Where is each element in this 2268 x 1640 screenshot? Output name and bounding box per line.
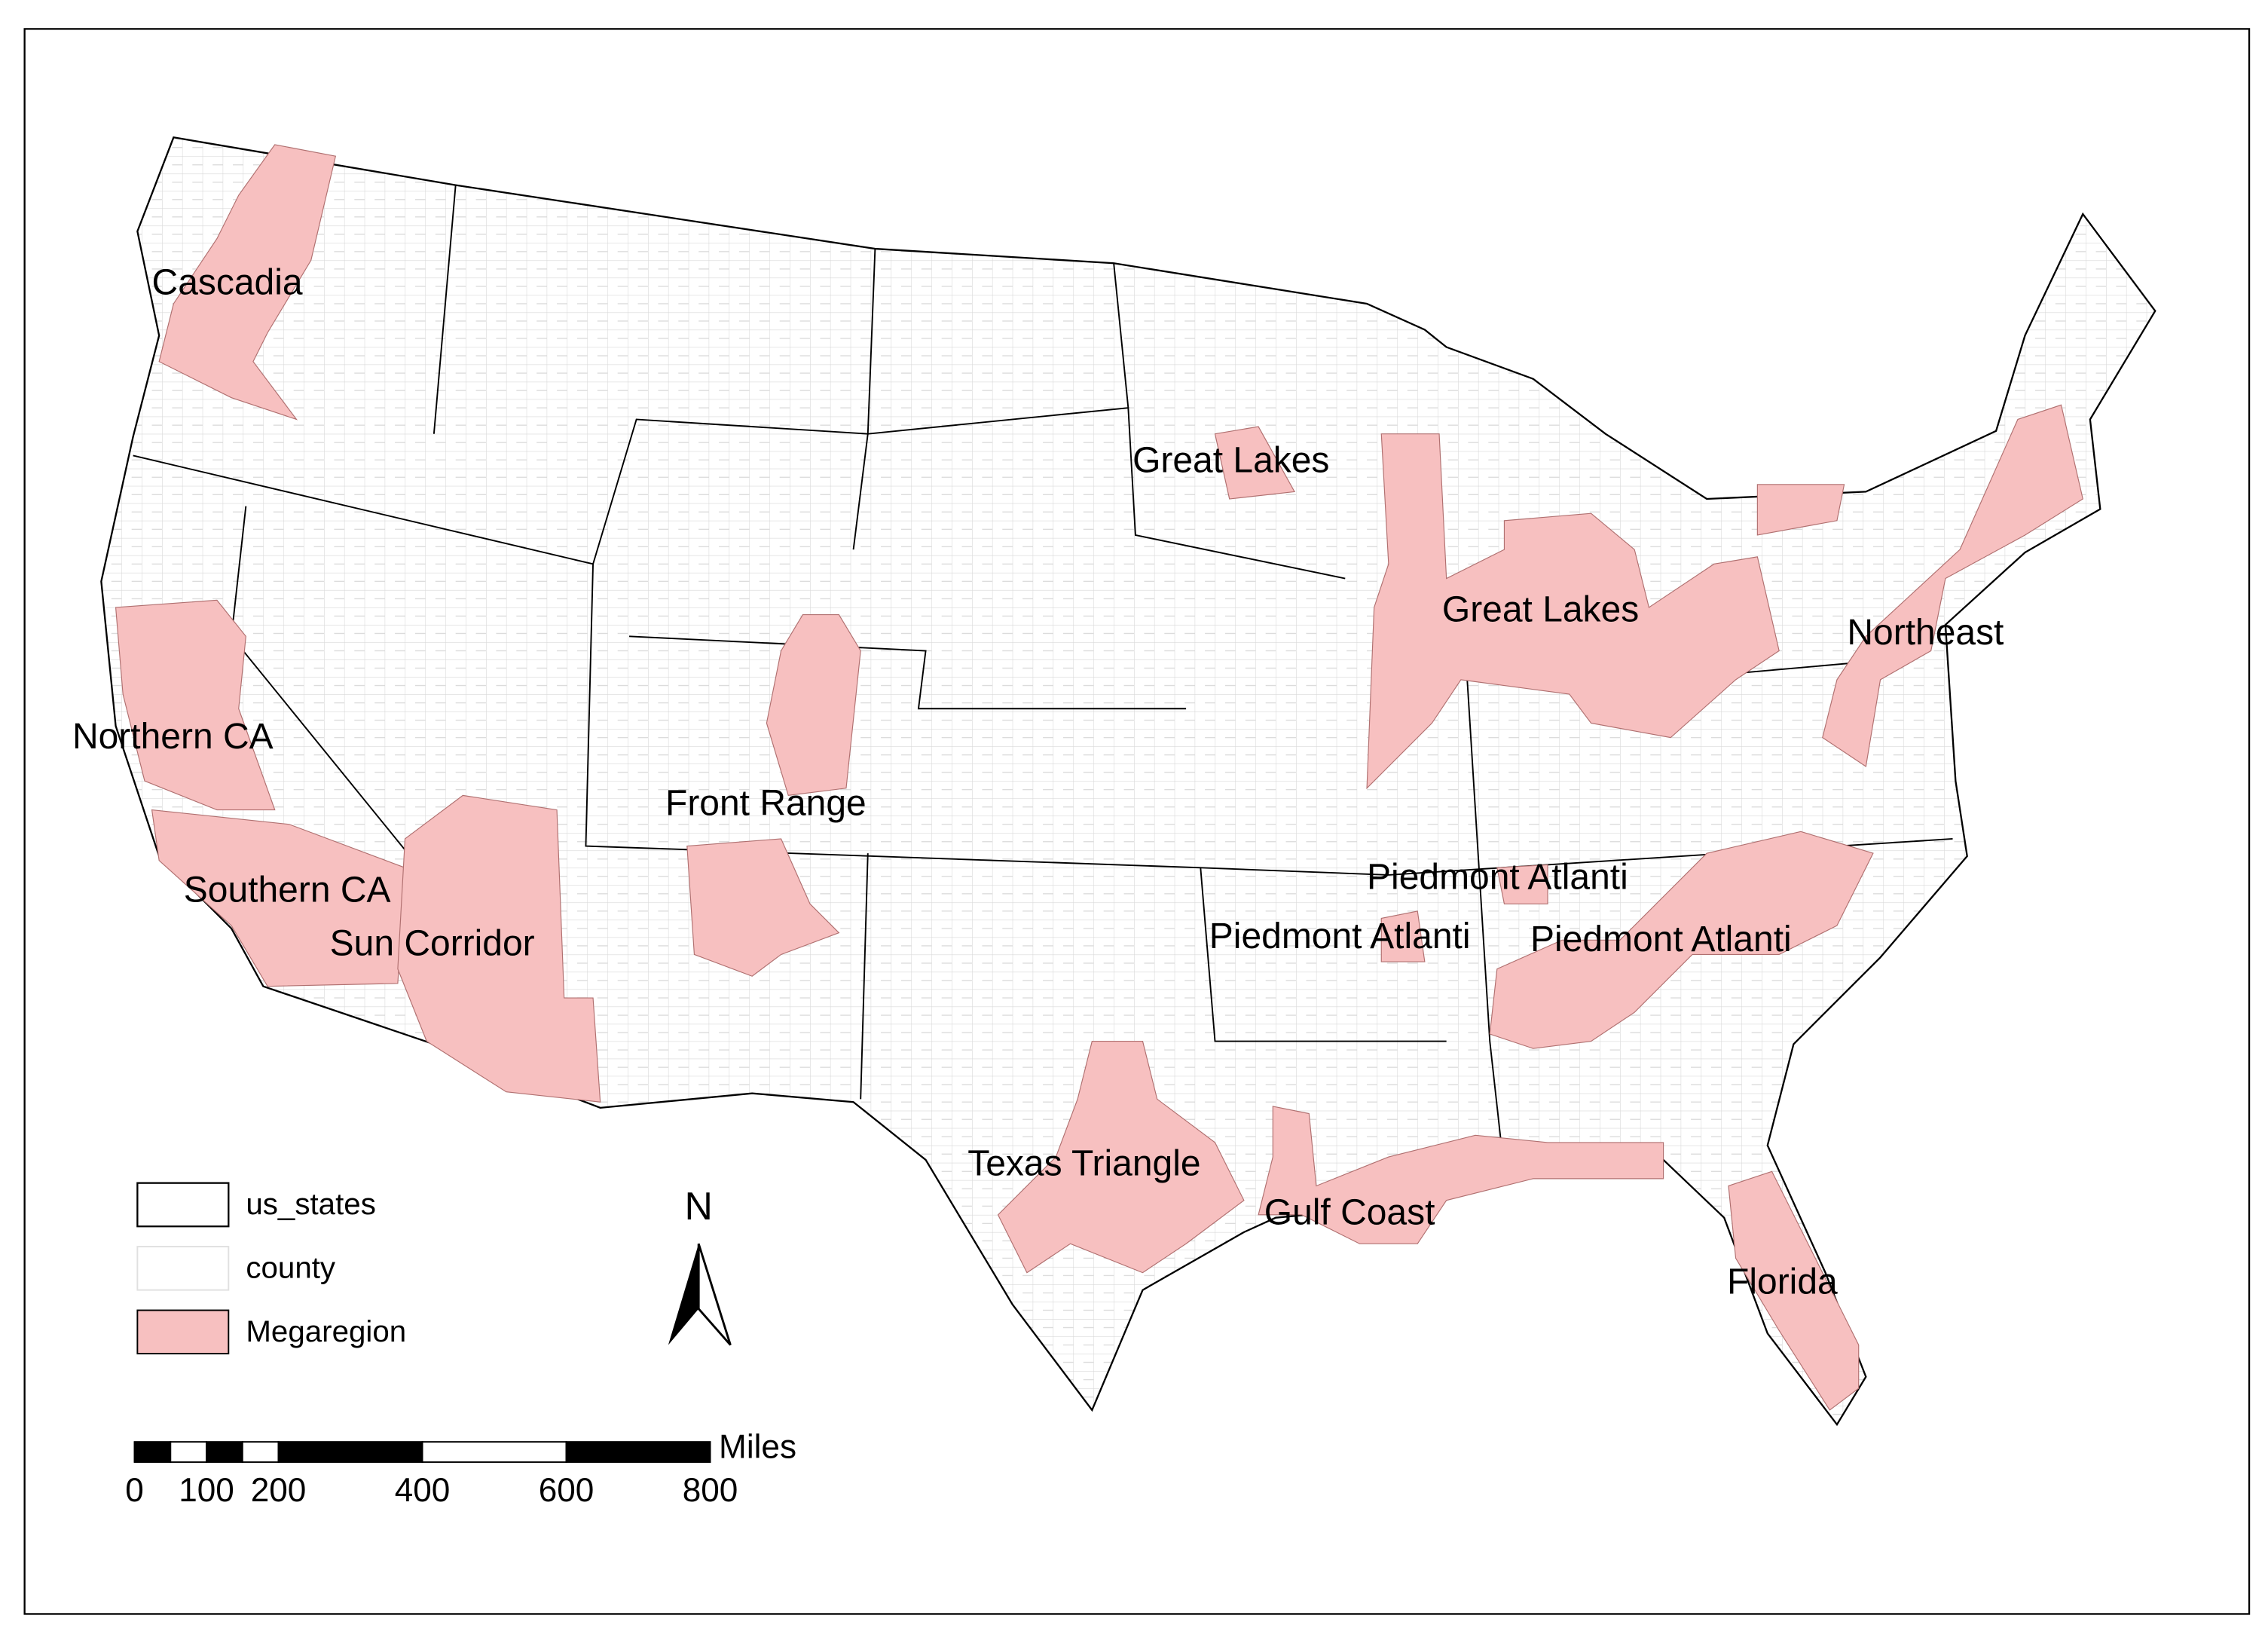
legend-label: county xyxy=(246,1250,336,1284)
scale-segment xyxy=(170,1441,207,1463)
us-outline xyxy=(100,136,2156,1427)
north-arrow: N xyxy=(668,1184,732,1346)
legend-swatch-megaregion xyxy=(136,1309,230,1355)
region-label: Gulf Coast xyxy=(1264,1193,1435,1233)
region-label: Northeast xyxy=(1847,613,2004,653)
scale-segment xyxy=(133,1441,172,1463)
legend-label: Megaregion xyxy=(246,1314,406,1348)
scale-tick-label: 200 xyxy=(251,1472,307,1509)
region-label: Front Range xyxy=(665,783,867,823)
scale-tick-label: 600 xyxy=(539,1472,595,1509)
region-label: Southern CA xyxy=(184,870,391,910)
region-label: Piedmont Atlanti xyxy=(1367,857,1628,897)
legend-swatch-county xyxy=(136,1246,230,1291)
region-label: Northern CA xyxy=(72,717,274,757)
scale-tick-label: 400 xyxy=(395,1472,451,1509)
scale-segment xyxy=(421,1441,567,1463)
scale-segment xyxy=(206,1441,243,1463)
scale-segment xyxy=(277,1441,423,1463)
region-label: Piedmont Atlanti xyxy=(1209,916,1471,956)
legend-label: us_states xyxy=(246,1187,376,1221)
region-label: Cascadia xyxy=(152,263,303,303)
megaregion-shapes xyxy=(115,144,2083,1411)
scale-unit: Miles xyxy=(719,1428,796,1465)
legend: us_states county Megaregion xyxy=(136,1182,406,1355)
scale-segment xyxy=(241,1441,280,1463)
region-label: Great Lakes xyxy=(1132,441,1329,481)
region-label: Great Lakes xyxy=(1442,589,1639,629)
region-label: Texas Triangle xyxy=(967,1143,1200,1183)
arrow-right xyxy=(697,1243,732,1346)
legend-swatch-states xyxy=(136,1182,230,1228)
scale-tick-label: 100 xyxy=(179,1472,234,1509)
scale-tick-label: 0 xyxy=(125,1472,144,1509)
scale-bar: Miles 0 100 200 400 600 800 xyxy=(125,1428,796,1509)
region-label: Florida xyxy=(1727,1262,1838,1302)
region-label: Piedmont Atlanti xyxy=(1530,919,1792,959)
north-label: N xyxy=(684,1184,712,1228)
arrow-left xyxy=(668,1244,699,1345)
region-labels: Cascadia Great Lakes Great Lakes Northeast N… xyxy=(72,263,2004,1302)
region-label: Sun Corridor xyxy=(330,924,535,964)
scale-segment xyxy=(565,1441,711,1463)
scale-tick-label: 800 xyxy=(683,1472,738,1509)
